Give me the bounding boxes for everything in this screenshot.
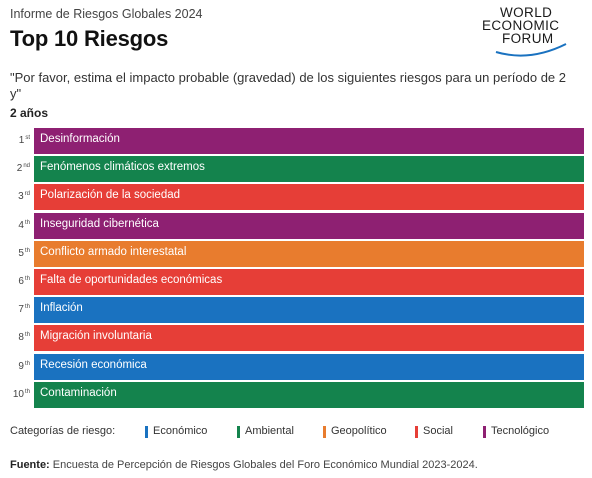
- logo-line-2: ECONOMIC: [482, 18, 560, 33]
- rank-suffix: rd: [24, 191, 30, 198]
- risk-label: Inflación: [40, 302, 83, 315]
- risk-bar: Inflación: [34, 297, 584, 324]
- risk-bar: Inseguridad cibernética: [34, 212, 584, 239]
- rank-number: 1st: [18, 135, 30, 146]
- legend-label: Geopolítico: [331, 425, 387, 437]
- rank-number: 2nd: [16, 163, 30, 175]
- legend-label: Económico: [153, 425, 208, 437]
- risk-row: 2nd Fenómenos climáticos extremos: [0, 156, 592, 183]
- rank-suffix: th: [24, 247, 30, 254]
- risk-bar: Migración involuntaria: [34, 325, 584, 352]
- rank-number: 10th: [12, 388, 30, 400]
- risk-label: Inseguridad cibernética: [40, 217, 159, 230]
- risk-label: Desinformación: [40, 133, 120, 145]
- rank-suffix: th: [24, 276, 30, 282]
- risk-bar: Desinformación: [34, 128, 584, 154]
- logo-line-3: FORUM: [502, 31, 554, 46]
- legend-swatch: [145, 426, 148, 438]
- risk-row: 7th Inflación: [0, 297, 592, 324]
- risk-label: Contaminación: [40, 386, 117, 399]
- legend-label: Social: [423, 425, 453, 437]
- risk-bar: Conflicto armado interestatal: [34, 240, 584, 267]
- risk-row: 4th Inseguridad cibernética: [0, 212, 592, 239]
- risk-row: 8th Migración involuntaria: [0, 325, 592, 352]
- survey-question: "Por favor, estima el impacto probable (…: [10, 70, 566, 101]
- risk-bar: Recesión económica: [34, 353, 584, 380]
- risk-row: 9th Recesión económica: [0, 353, 592, 380]
- source-note: Fuente: Encuesta de Percepción de Riesgo…: [10, 459, 478, 471]
- rank-suffix: th: [24, 304, 30, 311]
- rank-suffix: th: [24, 388, 30, 395]
- risk-label: Conflicto armado interestatal: [40, 245, 187, 258]
- source-label: Fuente:: [10, 459, 50, 471]
- legend-swatch: [237, 426, 240, 438]
- risk-row: 6th Falta de oportunidades económicas: [0, 269, 592, 295]
- risk-label: Migración involuntaria: [40, 330, 152, 343]
- rank-number: 8th: [18, 332, 30, 344]
- rank-number: 6th: [18, 276, 30, 287]
- risk-label: Falta de oportunidades económicas: [40, 274, 223, 286]
- rank-suffix: th: [24, 332, 30, 339]
- legend-label: Ambiental: [245, 425, 294, 437]
- risk-bar: Contaminación: [34, 381, 584, 408]
- risk-bar: Polarización de la sociedad: [34, 184, 584, 211]
- rank-number: 5th: [18, 247, 30, 259]
- legend-swatch: [483, 426, 486, 438]
- risk-label: Fenómenos climáticos extremos: [40, 161, 205, 174]
- rank-number: 9th: [18, 360, 30, 372]
- wef-logo: WORLD ECONOMIC FORUM: [474, 5, 586, 57]
- rank-suffix: th: [24, 219, 30, 226]
- period-label: 2 años: [10, 106, 49, 120]
- rank-number: 4th: [18, 219, 30, 231]
- risk-bar: Fenómenos climáticos extremos: [34, 156, 584, 183]
- report-title: Informe de Riesgos Globales 2024: [10, 7, 203, 21]
- legend-label: Tecnológico: [491, 425, 550, 437]
- risk-label: Polarización de la sociedad: [40, 189, 181, 202]
- risk-row: 10th Contaminación: [0, 381, 592, 408]
- logo-line-1: WORLD: [500, 5, 553, 20]
- source-text: Encuesta de Percepción de Riesgos Global…: [52, 459, 478, 471]
- legend-swatch: [415, 426, 418, 438]
- legend-swatch: [323, 426, 326, 438]
- risk-row: 3rd Polarización de la sociedad: [0, 184, 592, 211]
- rank-suffix: th: [24, 360, 30, 367]
- rank-number: 3rd: [18, 191, 30, 203]
- risk-row: 1st Desinformación: [0, 128, 592, 154]
- rank-suffix: st: [25, 135, 30, 141]
- page-title: Top 10 Riesgos: [10, 26, 169, 51]
- risk-bar: Falta de oportunidades económicas: [34, 269, 584, 295]
- rank-number: 7th: [18, 304, 30, 316]
- risk-label: Recesión económica: [40, 358, 147, 371]
- logo-arc-icon: [495, 43, 567, 57]
- category-legend: Categorías de riesgo: Económico Ambiental…: [10, 425, 590, 441]
- legend-title: Categorías de riesgo:: [10, 425, 116, 437]
- risk-row: 5th Conflicto armado interestatal: [0, 240, 592, 267]
- rank-suffix: nd: [23, 163, 30, 170]
